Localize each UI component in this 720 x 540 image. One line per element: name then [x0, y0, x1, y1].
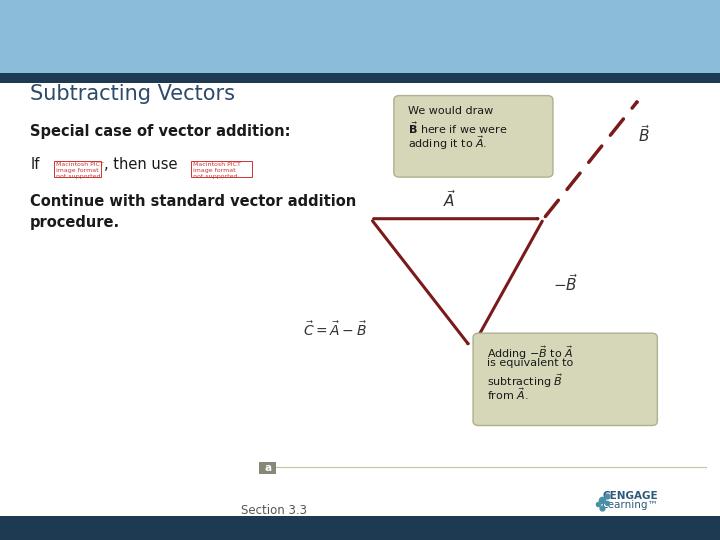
FancyArrowPatch shape — [545, 102, 637, 217]
Text: $\vec{C} = \vec{A} - \vec{B}$: $\vec{C} = \vec{A} - \vec{B}$ — [303, 320, 366, 339]
Bar — [0, 0, 720, 73]
Text: If: If — [30, 157, 40, 172]
Bar — [259, 462, 276, 474]
Bar — [191, 161, 252, 177]
Bar — [54, 161, 101, 177]
Text: Macintosh PICT
image format
not supported: Macintosh PICT image format not supporte… — [56, 162, 104, 179]
Text: adding it to $\vec{A}$.: adding it to $\vec{A}$. — [408, 134, 487, 152]
Text: Adding $-\vec{B}$ to $\vec{A}$: Adding $-\vec{B}$ to $\vec{A}$ — [487, 344, 574, 362]
Text: from $\vec{A}$.: from $\vec{A}$. — [487, 386, 529, 402]
Text: Subtracting Vectors: Subtracting Vectors — [30, 84, 235, 104]
Text: Continue with standard vector addition
procedure.: Continue with standard vector addition p… — [30, 194, 356, 230]
FancyArrowPatch shape — [474, 221, 542, 343]
Bar — [0, 73, 720, 83]
Text: $\vec{B}$: $\vec{B}$ — [638, 125, 651, 145]
Text: Section 3.3: Section 3.3 — [240, 504, 307, 517]
Text: a: a — [264, 463, 271, 472]
Text: Special case of vector addition:: Special case of vector addition: — [30, 124, 291, 139]
Text: $\mathbf{\vec{B}}$ here if we were: $\mathbf{\vec{B}}$ here if we were — [408, 120, 508, 136]
Text: Macintosh PICT
image format
not supported: Macintosh PICT image format not supporte… — [193, 162, 240, 179]
Text: CENGAGE: CENGAGE — [602, 490, 658, 501]
Text: Learning™: Learning™ — [602, 500, 658, 510]
FancyArrowPatch shape — [372, 221, 468, 344]
Text: We would draw: We would draw — [408, 106, 493, 117]
Text: subtracting $\vec{B}$: subtracting $\vec{B}$ — [487, 372, 563, 390]
FancyBboxPatch shape — [394, 96, 553, 177]
Text: $\vec{A}$: $\vec{A}$ — [444, 190, 456, 210]
Text: is equivalent to: is equivalent to — [487, 358, 574, 368]
Text: $-\vec{B}$: $-\vec{B}$ — [553, 273, 577, 294]
Bar — [0, 516, 720, 540]
FancyBboxPatch shape — [473, 333, 657, 426]
Text: , then use: , then use — [104, 157, 178, 172]
